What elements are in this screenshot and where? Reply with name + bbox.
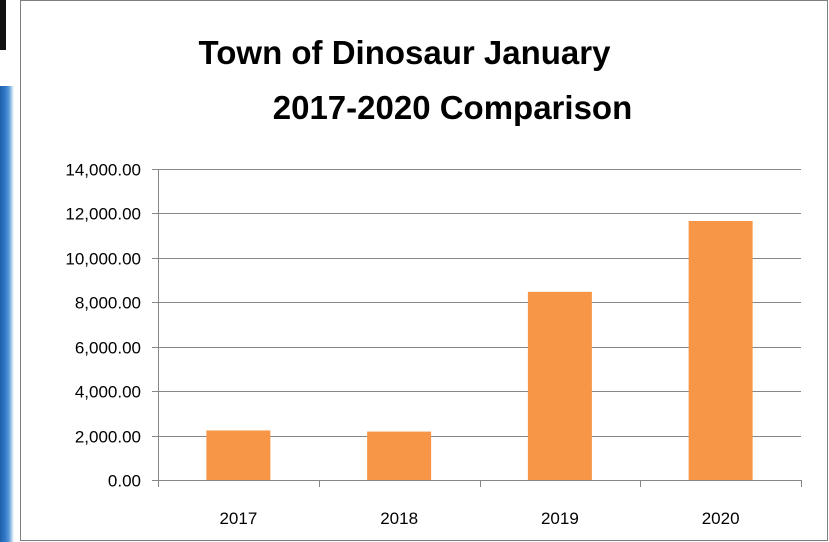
y-tick-label: 6,000.00 xyxy=(75,339,141,358)
x-tick-label-2017: 2017 xyxy=(219,509,257,528)
chart-title-line-1: Town of Dinosaur January xyxy=(198,34,611,71)
y-tick-label: 10,000.00 xyxy=(65,250,141,269)
y-tick-label: 2,000.00 xyxy=(75,428,141,447)
bar-2018 xyxy=(367,431,432,480)
bar-2017 xyxy=(206,430,271,480)
window-edge-black xyxy=(0,0,6,50)
chart-title-line-2: 2017-2020 Comparison xyxy=(272,89,633,126)
y-axis xyxy=(152,169,159,481)
x-tick-label-2018: 2018 xyxy=(380,509,418,528)
y-tick-label: 4,000.00 xyxy=(75,383,141,402)
chart-title: Town of Dinosaur January 2017-2020 Compa… xyxy=(0,0,829,150)
bar-2019 xyxy=(527,291,592,480)
x-tick-label-2020: 2020 xyxy=(702,509,740,528)
y-tick-label: 8,000.00 xyxy=(75,294,141,313)
y-tick-label: 12,000.00 xyxy=(65,205,141,224)
y-tick-labels: 0.00 2,000.00 4,000.00 6,000.00 8,000.00 10,0… xyxy=(65,161,141,491)
x-axis xyxy=(158,480,802,487)
x-tick-labels: 2017 2018 2019 2020 xyxy=(219,509,739,528)
window-edge-blue xyxy=(0,86,14,542)
bars xyxy=(206,220,753,480)
y-tick-label: 14,000.00 xyxy=(65,161,141,180)
bar-2020 xyxy=(688,220,753,480)
x-tick-label-2019: 2019 xyxy=(541,509,579,528)
y-tick-label: 0.00 xyxy=(108,472,141,491)
